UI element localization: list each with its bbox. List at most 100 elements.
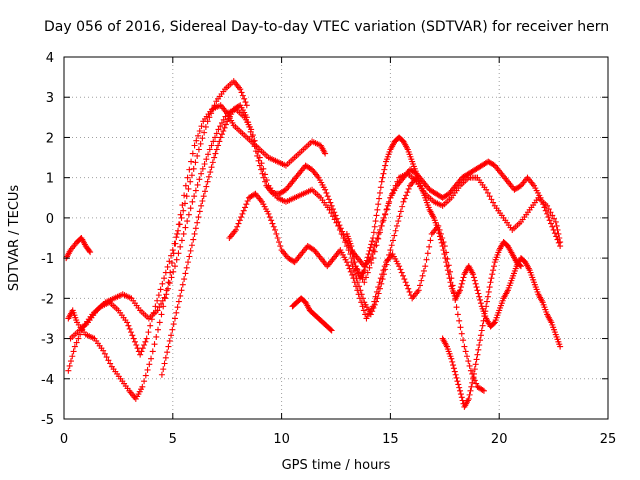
data-point [212, 134, 219, 141]
data-point [185, 185, 192, 192]
data-point [541, 204, 548, 211]
data-point [487, 279, 494, 286]
data-point [470, 271, 477, 278]
data-point [549, 212, 556, 219]
data-point [350, 267, 357, 274]
data-point [162, 269, 169, 276]
data-point [423, 256, 430, 263]
data-point [208, 142, 215, 149]
data-point [141, 378, 148, 385]
data-point [210, 138, 217, 145]
data-point [349, 263, 356, 270]
data-point [537, 194, 544, 201]
data-point [195, 146, 202, 153]
data-point [71, 343, 78, 350]
series-track-8 [343, 134, 564, 350]
data-point [327, 326, 334, 333]
data-point [218, 131, 225, 138]
data-point [458, 280, 465, 287]
data-point [544, 210, 551, 217]
data-point [193, 137, 200, 144]
data-point [158, 300, 165, 307]
data-point [364, 254, 371, 261]
y-tick-label: -4 [41, 373, 54, 388]
data-point [236, 217, 243, 224]
data-point [184, 174, 191, 181]
data-point [457, 387, 464, 394]
data-point [346, 265, 353, 272]
data-point [470, 375, 477, 382]
data-point [160, 366, 167, 373]
x-tick-label: 5 [169, 432, 177, 447]
data-point [178, 237, 185, 244]
data-point [232, 226, 239, 233]
data-point [361, 279, 368, 286]
data-point [370, 229, 377, 236]
y-tick-label: 2 [46, 131, 54, 146]
data-point [237, 86, 244, 93]
data-point [203, 183, 210, 190]
data-point [192, 159, 199, 166]
data-point [460, 337, 467, 344]
data-point [156, 319, 163, 326]
data-point [170, 268, 177, 275]
data-point [555, 239, 562, 246]
data-point [171, 263, 178, 270]
data-point [221, 124, 228, 131]
data-point [220, 116, 227, 123]
data-point [403, 282, 410, 289]
data-point [474, 351, 481, 358]
data-point [191, 230, 198, 237]
data-point [145, 329, 152, 336]
data-point [436, 230, 443, 237]
data-point [397, 208, 404, 215]
data-point [361, 267, 368, 274]
data-point [67, 358, 74, 365]
data-point [262, 178, 269, 185]
data-point [203, 156, 210, 163]
data-point [103, 354, 110, 361]
data-point [366, 264, 373, 271]
data-point [345, 262, 352, 269]
data-point [406, 288, 413, 295]
data-point [415, 287, 422, 294]
data-point [451, 368, 458, 375]
data-point [259, 170, 266, 177]
data-point [247, 128, 254, 135]
data-point [161, 360, 168, 367]
data-point [181, 192, 188, 199]
data-point [443, 259, 450, 266]
data-point [234, 223, 241, 230]
data-point [154, 307, 161, 314]
y-tick-label: -3 [41, 333, 54, 348]
data-point [444, 267, 451, 274]
data-point [329, 206, 336, 213]
data-point [239, 92, 246, 99]
data-point [125, 322, 132, 329]
data-point [551, 215, 558, 222]
data-point [483, 186, 490, 193]
data-point [454, 378, 461, 385]
data-point [393, 222, 400, 229]
data-point [339, 228, 346, 235]
data-point [359, 295, 366, 302]
data-point [190, 165, 197, 172]
plot-frame [63, 56, 609, 420]
data-point [380, 170, 387, 177]
data-point [552, 218, 559, 225]
series-track-2 [65, 102, 329, 402]
data-point [222, 121, 229, 128]
data-point [348, 243, 355, 250]
data-point [363, 260, 370, 267]
data-point [396, 213, 403, 220]
data-point [467, 387, 474, 394]
data-point [335, 218, 342, 225]
y-tick-label: 0 [46, 212, 54, 227]
data-point [174, 230, 181, 237]
data-point [448, 355, 455, 362]
data-point [196, 208, 203, 215]
data-point [86, 247, 93, 254]
data-point [251, 143, 258, 150]
data-point [175, 250, 182, 257]
data-point [477, 332, 484, 339]
